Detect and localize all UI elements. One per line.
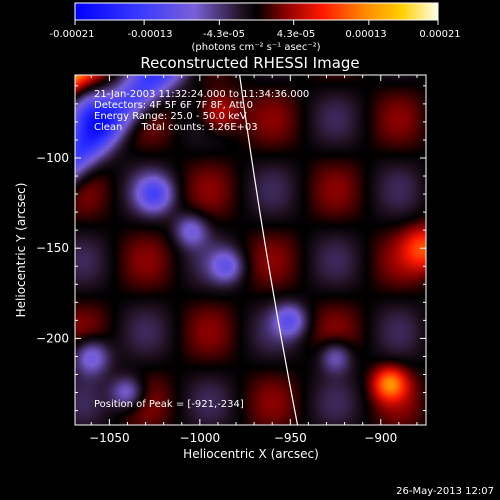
y-tick-label: −150 xyxy=(36,241,69,255)
x-axis-label: Heliocentric X (arcsec) xyxy=(183,447,319,461)
y-tick-labels: −100 −150 −200 xyxy=(36,151,69,345)
colorbar-tick-label-2: -0.00013 xyxy=(128,29,173,40)
y-axis-label: Heliocentric Y (arcsec) xyxy=(14,183,28,318)
axis-ticks xyxy=(75,75,426,425)
plot-frame xyxy=(74,74,427,426)
colorbar-unit-label: (photons cm⁻² s⁻¹ asec⁻²) xyxy=(191,42,320,53)
colorbar-ticks xyxy=(74,20,439,25)
x-tick-label: −900 xyxy=(364,431,397,445)
observation-info: 21-Jan-2003 11:32:24.000 to 11:34:36.000… xyxy=(94,89,309,133)
chart-title: Reconstructed RHESSI Image xyxy=(140,54,359,72)
clean-counts-text: Clean Total counts: 3.26E+03 xyxy=(94,122,258,133)
x-tick-label: −1050 xyxy=(89,431,130,445)
footer-timestamp: 26-May-2013 12:07 xyxy=(396,486,494,497)
time-range-text: 21-Jan-2003 11:32:24.000 to 11:34:36.000 xyxy=(94,89,309,100)
x-tick-labels: −1050 −1000 −950 −900 xyxy=(89,431,397,445)
y-tick-label: −200 xyxy=(36,331,69,345)
heatmap-image xyxy=(75,75,426,425)
y-tick-label: −100 xyxy=(36,151,69,165)
colorbar-tick-label-1: -0.00021 xyxy=(50,29,95,40)
colorbar xyxy=(74,2,439,21)
x-tick-label: −1000 xyxy=(180,431,221,445)
x-tick-label: −950 xyxy=(274,431,307,445)
colorbar-tick-label-3: -4.3e-05 xyxy=(203,29,245,40)
colorbar-tick-label-5: 0.00013 xyxy=(345,29,386,40)
solar-limb-curve xyxy=(239,75,299,425)
colorbar-tick-labels: -0.00021 -0.00013 -4.3e-05 4.3e-05 0.000… xyxy=(50,29,461,40)
energy-range-text: Energy Range: 25.0 - 50.0 keV xyxy=(94,111,247,122)
peak-position-text: Position of Peak = [-921,-234] xyxy=(94,399,244,410)
detectors-text: Detectors: 4F 5F 6F 7F 8F, Att 0 xyxy=(94,100,253,111)
colorbar-tick-label-4: 4.3e-05 xyxy=(277,29,315,40)
colorbar-tick-label-6: 0.00021 xyxy=(419,29,460,40)
